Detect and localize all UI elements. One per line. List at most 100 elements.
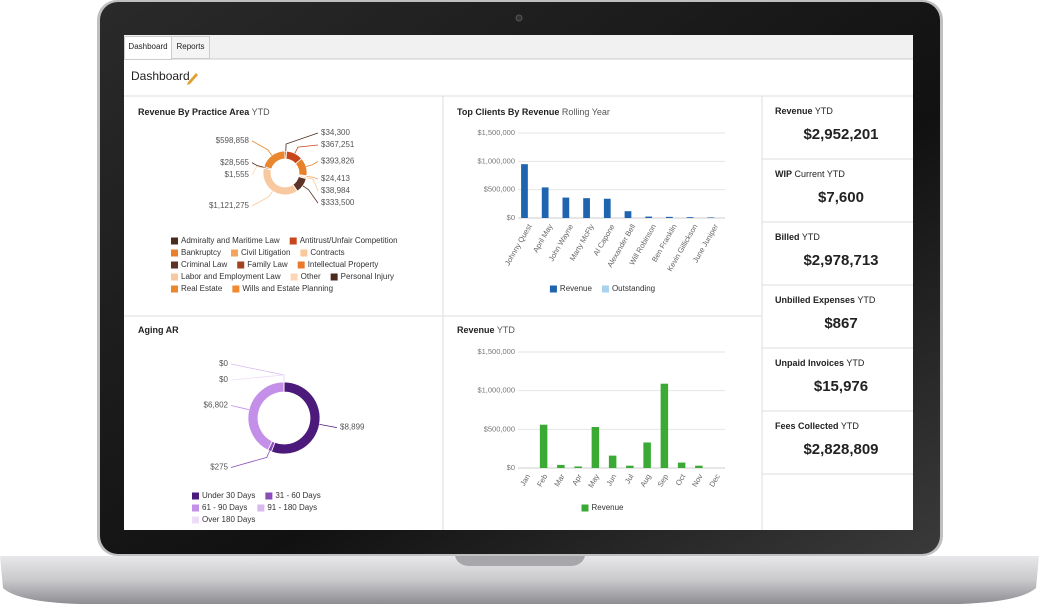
data-label: $38,984	[321, 186, 350, 195]
kpi-value: $15,976	[814, 378, 868, 395]
panel-title-main: Revenue By Practice Area	[138, 107, 250, 117]
bar	[666, 216, 673, 218]
legend-swatch	[265, 492, 273, 500]
bar	[624, 211, 632, 218]
legend-label: 31 - 60 Days	[275, 491, 320, 500]
data-label: $275	[210, 463, 228, 472]
kpi-name: Revenue	[775, 106, 813, 116]
screen	[124, 35, 913, 530]
tab-label[interactable]: Reports	[176, 42, 204, 51]
legend-swatch	[171, 285, 178, 293]
legend-row: Bankruptcy Civil Litigation Contracts	[171, 248, 345, 257]
bar	[626, 465, 634, 468]
kpi-label: Fees Collected YTD	[775, 421, 859, 431]
edit-icon[interactable]	[187, 73, 198, 85]
panel-title-main: Revenue	[457, 325, 495, 335]
data-label: $8,899	[340, 423, 365, 432]
leader-line	[294, 144, 319, 154]
kpi-value: $867	[824, 315, 857, 332]
page-title: Dashboard	[131, 69, 190, 83]
data-label: $0	[219, 359, 228, 368]
kpi-name: Unbilled Expenses	[775, 295, 855, 305]
legend-label: Revenue	[560, 284, 593, 293]
leader-line	[230, 374, 285, 382]
camera	[515, 14, 523, 22]
legend-row: Criminal Law Family Law Intellectual Prope…	[171, 260, 378, 269]
y-tick-label: $1,000,000	[477, 156, 515, 165]
bar	[583, 198, 590, 218]
bar	[521, 164, 528, 218]
panel-title: Top Clients By Revenue Rolling Year	[457, 107, 610, 117]
legend-swatch	[232, 285, 240, 293]
legend-swatch	[330, 273, 338, 281]
tab-label[interactable]: Dashboard	[128, 42, 167, 51]
legend-swatch	[171, 273, 178, 281]
legend-swatch	[192, 492, 199, 500]
legend-row: Admiralty and Maritime Law Antitrust/Unfa…	[171, 236, 398, 245]
tab[interactable]	[171, 36, 210, 59]
data-label: $24,413	[321, 174, 350, 183]
leader-line	[251, 162, 264, 168]
x-tick-label: Jul	[623, 472, 636, 485]
leader-line	[306, 175, 319, 180]
bar	[677, 462, 686, 468]
bar	[643, 442, 651, 468]
panel-title: Revenue YTD	[457, 325, 515, 335]
legend-label: Civil Litigation	[241, 248, 290, 257]
legend-label: Antitrust/Unfair Competition	[300, 236, 398, 245]
bar	[707, 217, 715, 218]
bar	[541, 187, 549, 218]
bar	[645, 216, 653, 218]
legend-label: Revenue	[591, 503, 624, 512]
legend-swatch	[171, 261, 178, 269]
kpi-label: Revenue YTD	[775, 106, 833, 116]
legend-label: Family Law	[247, 260, 288, 269]
kpi-label: WIP Current YTD	[775, 169, 845, 179]
bar	[557, 464, 565, 468]
leader-line	[306, 177, 319, 192]
bar	[539, 424, 548, 468]
bar	[660, 383, 669, 468]
panel-title-main: Top Clients By Revenue	[457, 107, 559, 117]
legend-label: Bankruptcy	[181, 248, 221, 257]
leader-line	[251, 140, 273, 156]
panel-subtitle: YTD	[497, 325, 516, 335]
kpi-name: Billed	[775, 232, 800, 242]
kpi-qualifier: YTD	[841, 421, 860, 431]
legend-row: Revenue Outstanding	[549, 284, 655, 293]
kpi-value: $2,828,809	[803, 441, 878, 458]
legend-label: Intellectual Property	[308, 260, 379, 269]
panel-title: Aging AR	[138, 325, 179, 335]
y-tick-label: $1,500,000	[477, 347, 515, 356]
legend-swatch	[601, 285, 609, 293]
kpi-qualifier: YTD	[857, 295, 876, 305]
legend-row: Under 30 Days 31 - 60 Days	[192, 491, 321, 500]
legend-label: Admiralty and Maritime Law	[181, 236, 280, 245]
legend-row: 61 - 90 Days 91 - 180 Days	[192, 503, 317, 512]
data-label: $34,300	[321, 128, 350, 137]
tab-bar	[124, 35, 913, 59]
legend-label: Wills and Estate Planning	[242, 284, 333, 293]
kpi-label: Unbilled Expenses YTD	[775, 295, 876, 305]
bar	[574, 466, 582, 468]
kpi-label: Billed YTD	[775, 232, 820, 242]
leader-line	[305, 161, 319, 168]
legend-label: 61 - 90 Days	[202, 503, 247, 512]
leader-line	[230, 405, 250, 411]
legend-swatch	[192, 516, 199, 524]
kpi-value: $2,978,713	[803, 252, 878, 269]
data-label: $598,858	[216, 136, 250, 145]
kpi-qualifier: Current YTD	[795, 169, 846, 179]
leader-line	[285, 132, 319, 152]
y-tick-label: $1,500,000	[477, 128, 515, 137]
y-tick-label: $1,000,000	[477, 386, 515, 395]
kpi-label: Unpaid Invoices YTD	[775, 358, 865, 368]
leader-line	[302, 185, 319, 204]
leader-line	[251, 165, 264, 175]
legend-swatch	[257, 504, 265, 512]
legend-swatch	[171, 249, 178, 257]
leader-line	[251, 190, 273, 207]
y-tick-label: $0	[507, 463, 515, 472]
legend-swatch	[289, 237, 297, 245]
